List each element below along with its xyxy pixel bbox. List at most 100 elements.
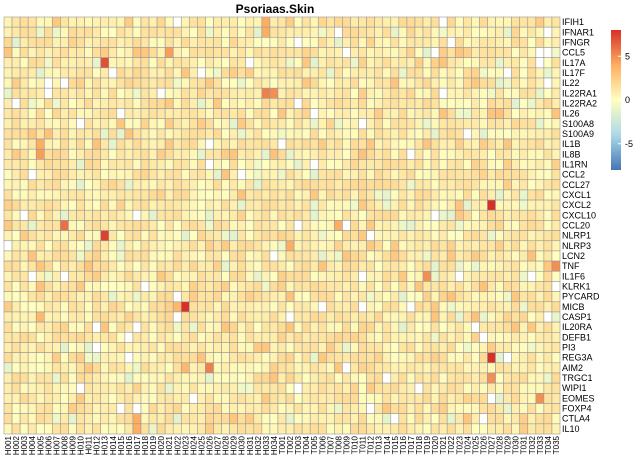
heatmap-cell: [124, 67, 134, 79]
heatmap-cell: [527, 98, 537, 109]
heatmap-cell: [11, 250, 21, 262]
heatmap-cell: [3, 209, 13, 221]
heatmap-cell: [237, 128, 247, 140]
heatmap-cell: [277, 118, 287, 130]
heatmap-cell: [221, 311, 230, 323]
heatmap-cell: [519, 108, 529, 120]
heatmap-cell: [471, 342, 480, 353]
heatmap-cell: [68, 98, 77, 109]
heatmap-cell: [19, 240, 29, 252]
heatmap-cell: [253, 77, 263, 89]
heatmap-cell: [180, 311, 190, 323]
heatmap-cell: [189, 138, 198, 150]
heatmap-cell: [503, 138, 512, 150]
heatmap-cell: [132, 230, 142, 242]
heatmap-cell: [358, 331, 367, 343]
heatmap-cell: [446, 57, 456, 69]
heatmap-cell: [68, 301, 77, 313]
heatmap-cell: [479, 311, 488, 323]
row-label: KLRK1: [562, 282, 591, 292]
heatmap-cell: [374, 26, 384, 38]
heatmap-cell: [422, 331, 432, 343]
heatmap-cell: [471, 98, 480, 109]
heatmap-cell: [100, 16, 110, 28]
heatmap-cell: [446, 159, 456, 170]
column-label: H011: [85, 435, 94, 454]
heatmap-cell: [116, 321, 126, 333]
heatmap-cell: [551, 230, 561, 242]
heatmap-cell: [277, 209, 287, 221]
heatmap-cell: [92, 67, 101, 79]
heatmap-cell: [237, 321, 247, 333]
heatmap-cell: [277, 342, 287, 353]
heatmap-cell: [487, 260, 496, 272]
heatmap-cell: [462, 87, 472, 99]
heatmap-cell: [487, 57, 496, 69]
heatmap-cell: [358, 372, 367, 384]
heatmap-cell: [253, 291, 263, 303]
heatmap-cell: [446, 98, 456, 109]
heatmap-cell: [52, 138, 61, 150]
heatmap-cell: [487, 77, 496, 89]
heatmap-cell: [519, 291, 529, 303]
heatmap-cell: [438, 179, 448, 191]
heatmap-cell: [382, 362, 392, 374]
heatmap-cell: [156, 403, 166, 414]
heatmap-cell: [527, 260, 537, 272]
heatmap-cell: [213, 118, 222, 130]
heatmap-cell: [269, 159, 279, 170]
heatmap-cell: [76, 352, 85, 364]
heatmap-cell: [479, 291, 488, 303]
heatmap-cell: [221, 331, 230, 343]
heatmap-cell: [519, 138, 529, 150]
heatmap-cell: [495, 331, 504, 343]
heatmap-cell: [3, 291, 13, 303]
heatmap-cell: [277, 128, 287, 140]
heatmap-cell: [19, 342, 29, 353]
heatmap-cell: [27, 148, 37, 160]
heatmap-cell: [390, 260, 400, 272]
heatmap-cell: [148, 209, 158, 221]
heatmap-cell: [108, 98, 118, 109]
heatmap-cell: [479, 47, 488, 58]
heatmap-cell: [205, 108, 214, 120]
heatmap-cell: [495, 179, 504, 191]
heatmap-cell: [406, 199, 416, 211]
heatmap-cell: [309, 159, 319, 170]
heatmap-cell: [487, 342, 496, 353]
heatmap-cell: [116, 98, 126, 109]
heatmap-cell: [213, 281, 222, 292]
heatmap-cell: [43, 321, 53, 333]
heatmap-cell: [285, 220, 295, 231]
heatmap-cell: [422, 250, 432, 262]
heatmap-cell: [11, 148, 21, 160]
heatmap-cell: [205, 281, 214, 292]
column-label: H027: [214, 435, 223, 455]
heatmap-cell: [519, 148, 529, 160]
heatmap-cell: [317, 342, 327, 353]
heatmap-cell: [503, 148, 512, 160]
heatmap-cell: [221, 16, 230, 28]
column-label: T012: [367, 435, 376, 454]
heatmap-cell: [334, 260, 343, 272]
heatmap-cell: [301, 118, 311, 130]
column-label: H024: [189, 435, 198, 455]
heatmap-cell: [543, 260, 553, 272]
heatmap-cell: [213, 382, 222, 394]
heatmap-cell: [108, 47, 118, 58]
heatmap-cell: [52, 250, 61, 262]
heatmap-cell: [237, 423, 247, 435]
heatmap-cell: [277, 301, 287, 313]
column-label: T035: [552, 435, 561, 454]
heatmap-cell: [326, 240, 335, 252]
heatmap-cell: [366, 16, 375, 28]
heatmap-cell: [172, 159, 182, 170]
heatmap-cell: [519, 352, 529, 364]
heatmap-cell: [27, 240, 37, 252]
heatmap-cell: [27, 138, 37, 150]
heatmap-cells: [3, 16, 561, 435]
heatmap-cell: [358, 423, 367, 435]
heatmap-cell: [414, 423, 424, 435]
column-label: H031: [246, 435, 255, 455]
heatmap-cell: [253, 118, 263, 130]
